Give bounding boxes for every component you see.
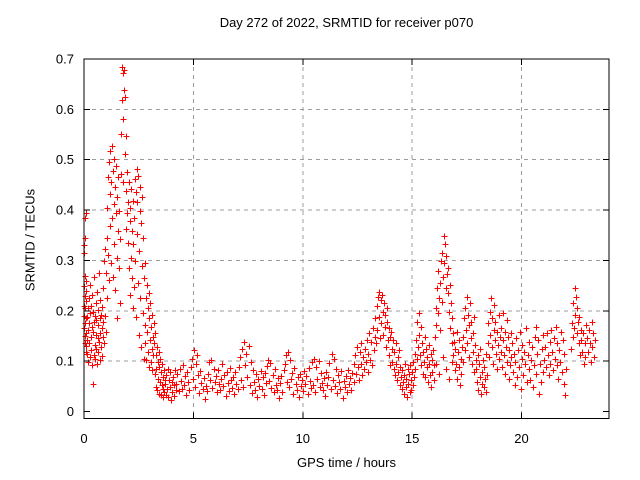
y-tick-label: 0.4 xyxy=(56,203,74,218)
x-tick-label: 20 xyxy=(514,431,528,446)
y-tick-label: 0.5 xyxy=(56,152,74,167)
x-axis-label: GPS time / hours xyxy=(297,455,396,470)
y-tick-label: 0 xyxy=(67,404,74,419)
x-tick-label: 15 xyxy=(405,431,419,446)
x-tick-label: 10 xyxy=(296,431,310,446)
y-tick-label: 0.2 xyxy=(56,303,74,318)
y-tick-label: 0.6 xyxy=(56,102,74,117)
x-tick-label: 5 xyxy=(190,431,197,446)
y-tick-label: 0.1 xyxy=(56,354,74,369)
chart-title: Day 272 of 2022, SRMTID for receiver p07… xyxy=(219,15,474,30)
y-tick-label: 0.3 xyxy=(56,253,74,268)
y-axis-label: SRMTID / TECUs xyxy=(22,188,38,292)
x-tick-label: 0 xyxy=(80,431,87,446)
y-tick-label: 0.7 xyxy=(56,52,74,67)
plot-border xyxy=(83,58,610,419)
data-points xyxy=(81,64,599,404)
